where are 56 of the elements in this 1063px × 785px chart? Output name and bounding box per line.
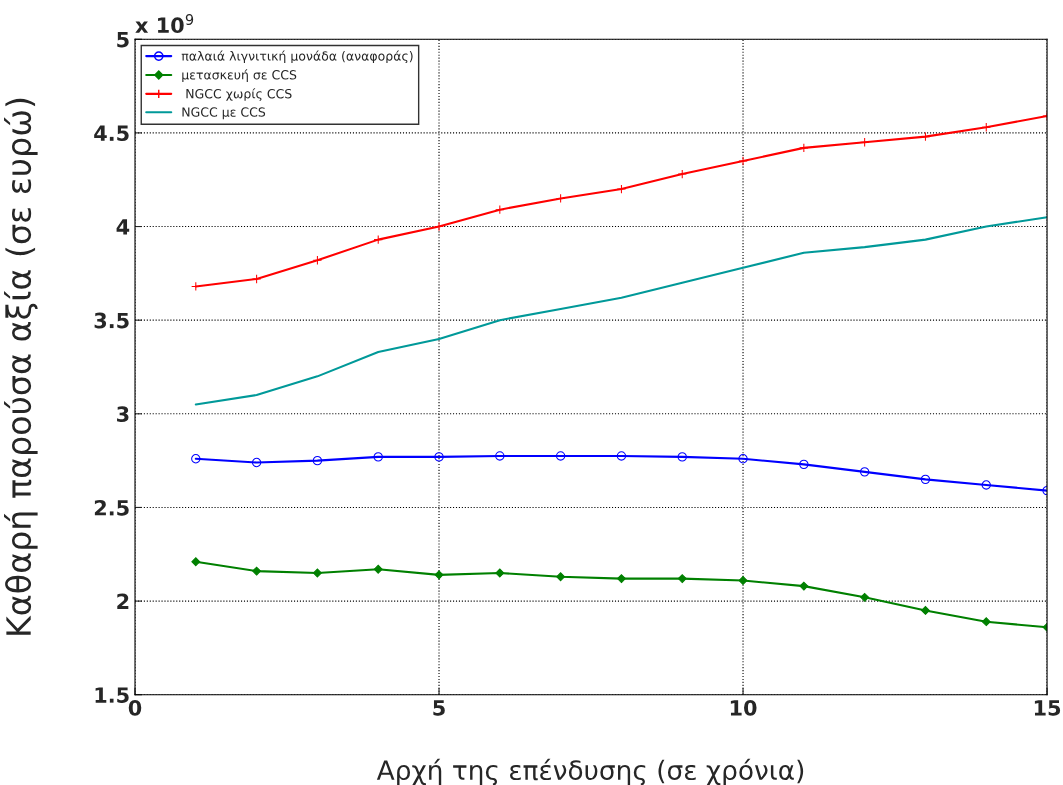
point (860, 592, 870, 602)
x-tick-label: 15 (1034, 700, 1061, 716)
point (677, 574, 687, 584)
point (251, 274, 262, 284)
point (312, 455, 323, 466)
point (373, 564, 383, 574)
point (616, 451, 627, 461)
legend-label: NGCC χωρίς CCS (186, 88, 292, 101)
y-tick-label: 3.5 (94, 312, 129, 329)
point (373, 452, 383, 462)
point (738, 576, 748, 585)
point (859, 467, 870, 477)
point (738, 156, 748, 166)
x-axis-title: Αρχή της επένδυσης (σε χρόνια) (376, 758, 804, 785)
y-tick-label: 1.5 (95, 687, 129, 703)
point (555, 451, 566, 461)
x-tick-label: 5 (433, 700, 445, 716)
point (920, 474, 931, 485)
line-series (194, 216, 1048, 406)
point (616, 184, 627, 194)
y-tick-label: 5 (117, 31, 129, 48)
point (191, 557, 201, 567)
point (434, 221, 444, 232)
y-tick-label: 2.5 (94, 499, 129, 516)
point (434, 452, 444, 462)
point (191, 454, 201, 464)
x-tick-label: 10 (730, 699, 757, 716)
point (556, 572, 566, 582)
y-tick-label: 3 (117, 406, 129, 423)
point (373, 234, 383, 245)
point (981, 480, 991, 490)
point (616, 574, 626, 584)
y-tick-label: 2 (117, 593, 129, 609)
point (312, 255, 323, 265)
point (252, 566, 262, 576)
point (738, 454, 748, 464)
point (251, 457, 262, 468)
point (799, 459, 809, 470)
y-tick-label: 4 (116, 219, 130, 235)
legend-label: NGCC με CCS (182, 107, 266, 120)
y-tick-label: 4.5 (94, 125, 129, 142)
legend-label: μετασκευή σε CCS (182, 69, 297, 82)
text: x 10$^{9}$ (135, 13, 194, 34)
point (921, 606, 930, 615)
legend-label: παλαιά λιγνιτική μονάδα (αναφοράς) (181, 50, 413, 64)
point (495, 568, 505, 578)
point (434, 570, 444, 580)
point (859, 137, 870, 147)
point (981, 617, 991, 627)
point (677, 452, 687, 462)
point (555, 193, 566, 204)
y-axis-title: Καθαρή παρούσα αξία (σε ευρώ) (4, 98, 38, 635)
point (799, 581, 809, 591)
point (312, 568, 322, 578)
point (495, 451, 505, 461)
x-tick-label: 0 (128, 699, 142, 716)
